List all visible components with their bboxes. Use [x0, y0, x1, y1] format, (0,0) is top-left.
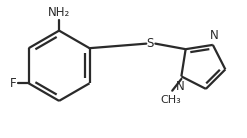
- Text: NH₂: NH₂: [48, 6, 70, 19]
- Text: F: F: [10, 77, 17, 90]
- Text: N: N: [176, 80, 185, 93]
- Text: S: S: [146, 37, 154, 50]
- Text: CH₃: CH₃: [161, 95, 181, 105]
- Text: N: N: [210, 29, 219, 42]
